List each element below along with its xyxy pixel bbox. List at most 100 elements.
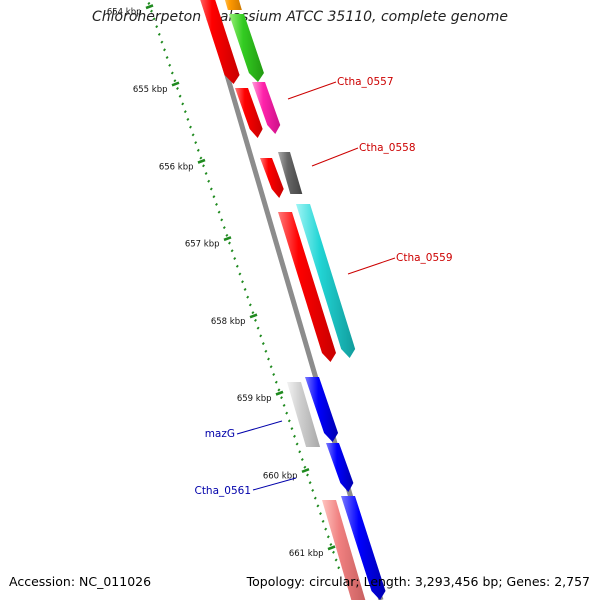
minor-tick bbox=[186, 117, 190, 121]
minor-tick bbox=[274, 380, 278, 384]
minor-tick bbox=[264, 349, 268, 353]
minor-tick bbox=[217, 210, 221, 214]
gene-darkgray[interactable] bbox=[278, 152, 303, 194]
minor-tick bbox=[269, 365, 273, 369]
minor-tick bbox=[228, 241, 231, 245]
minor-tick bbox=[334, 558, 338, 562]
genome-summary-text: Topology: circular; Length: 3,293,456 bp… bbox=[246, 574, 590, 589]
label-leader-line bbox=[347, 257, 396, 275]
minor-tick bbox=[189, 125, 192, 129]
gene-label-ctha-0558[interactable]: Ctha_0558 bbox=[359, 142, 416, 154]
minor-tick bbox=[222, 226, 226, 230]
gene-green[interactable] bbox=[229, 14, 264, 82]
gene-blue[interactable] bbox=[326, 443, 354, 492]
tick-label: 655 kbp bbox=[133, 85, 168, 95]
minor-tick bbox=[280, 396, 283, 400]
minor-tick bbox=[150, 9, 153, 13]
minor-tick bbox=[256, 326, 260, 330]
gene-blue[interactable] bbox=[341, 496, 386, 600]
gene-red[interactable] bbox=[278, 212, 336, 362]
gene-label-ctha-0559[interactable]: Ctha_0559 bbox=[396, 252, 453, 264]
gene-lightgray[interactable] bbox=[287, 382, 321, 447]
minor-tick bbox=[199, 156, 203, 160]
minor-tick bbox=[306, 473, 309, 477]
minor-tick bbox=[321, 519, 325, 523]
minor-tick bbox=[308, 481, 312, 485]
tick-label: 659 kbp bbox=[237, 394, 272, 404]
minor-tick bbox=[215, 202, 218, 206]
gene-label-ctha-0561[interactable]: Ctha_0561 bbox=[194, 485, 251, 497]
minor-tick bbox=[209, 187, 213, 191]
minor-tick bbox=[191, 133, 195, 137]
minor-tick bbox=[248, 303, 252, 307]
minor-tick bbox=[181, 102, 185, 106]
minor-tick bbox=[259, 334, 263, 338]
gene-red[interactable] bbox=[260, 158, 284, 198]
tick-label: 657 kbp bbox=[185, 240, 220, 250]
tick-label: 654 kbp bbox=[107, 8, 142, 18]
gene-blue[interactable] bbox=[305, 377, 339, 442]
label-leader-line bbox=[252, 477, 297, 491]
gene-pink[interactable] bbox=[252, 82, 281, 134]
minor-tick bbox=[176, 86, 179, 90]
gene-features bbox=[197, 0, 386, 600]
major-tick bbox=[327, 545, 336, 551]
minor-tick bbox=[243, 287, 247, 291]
tick-marks: 654 kbp 655 kbp 656 kbp 657 kbp 658 kbp 659 k… bbox=[107, 1, 341, 570]
minor-tick bbox=[316, 504, 320, 508]
minor-tick bbox=[157, 32, 161, 36]
minor-tick bbox=[251, 311, 255, 315]
minor-tick bbox=[160, 40, 164, 44]
gene-labels: Ctha_0557 Ctha_0558 Ctha_0559 mazG Ctha_0561 bbox=[194, 76, 452, 497]
tick-label: 658 kbp bbox=[211, 317, 246, 327]
minor-tick bbox=[311, 488, 315, 492]
minor-tick bbox=[241, 280, 244, 284]
minor-tick bbox=[303, 465, 307, 469]
minor-tick bbox=[165, 56, 169, 60]
gene-salmon[interactable] bbox=[322, 500, 366, 600]
minor-tick bbox=[230, 249, 234, 253]
minor-tick bbox=[246, 295, 250, 299]
minor-tick bbox=[324, 527, 328, 531]
minor-tick bbox=[238, 272, 242, 276]
major-tick bbox=[171, 81, 180, 87]
minor-tick bbox=[293, 434, 296, 438]
major-tick bbox=[301, 467, 310, 474]
gene-red[interactable] bbox=[197, 0, 240, 84]
minor-tick bbox=[220, 218, 224, 222]
minor-tick bbox=[235, 264, 239, 268]
minor-tick bbox=[329, 543, 333, 547]
tick-label: 656 kbp bbox=[159, 162, 194, 172]
minor-tick bbox=[267, 357, 270, 361]
minor-tick bbox=[277, 388, 281, 392]
major-tick bbox=[275, 390, 284, 396]
gene-label-ctha-0557[interactable]: Ctha_0557 bbox=[337, 76, 394, 88]
major-tick bbox=[223, 236, 232, 242]
map-title: Chloroherpeton thalassium ATCC 35110, co… bbox=[92, 9, 508, 25]
minor-tick bbox=[287, 419, 291, 423]
tick-label: 660 kbp bbox=[263, 472, 298, 482]
gene-orange[interactable] bbox=[222, 0, 242, 10]
minor-tick bbox=[272, 372, 276, 376]
minor-tick bbox=[290, 427, 294, 431]
minor-tick bbox=[332, 550, 335, 554]
major-tick bbox=[249, 313, 258, 319]
minor-tick bbox=[319, 512, 322, 516]
minor-tick bbox=[326, 535, 330, 539]
label-leader-line bbox=[311, 147, 359, 167]
minor-tick bbox=[202, 164, 205, 168]
minor-tick bbox=[295, 442, 299, 446]
gene-cyan[interactable] bbox=[296, 204, 356, 358]
minor-tick bbox=[168, 63, 172, 67]
minor-tick bbox=[204, 171, 208, 176]
minor-tick bbox=[155, 25, 159, 29]
gene-red[interactable] bbox=[235, 88, 263, 138]
minor-tick bbox=[163, 48, 166, 52]
gene-label-mazg[interactable]: mazG bbox=[205, 428, 235, 440]
minor-tick bbox=[233, 257, 237, 261]
minor-tick bbox=[212, 195, 216, 199]
minor-tick bbox=[173, 79, 177, 83]
minor-tick bbox=[298, 450, 302, 454]
label-leader-line bbox=[236, 420, 283, 435]
